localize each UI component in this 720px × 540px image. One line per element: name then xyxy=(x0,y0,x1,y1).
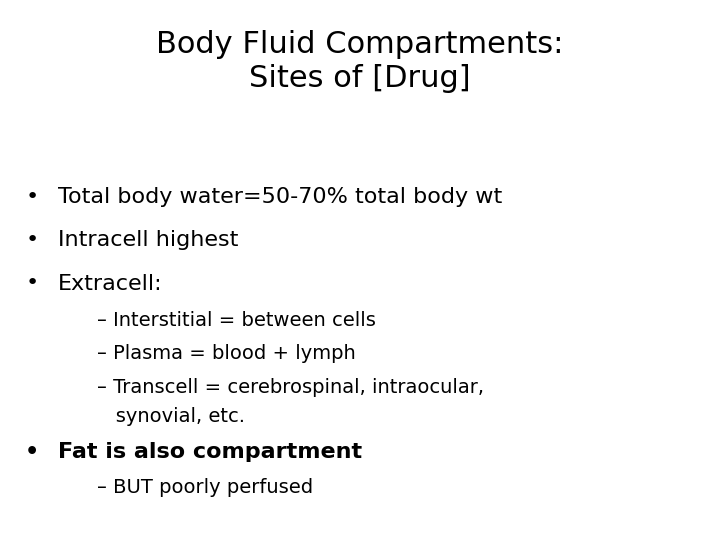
Text: – Interstitial = between cells: – Interstitial = between cells xyxy=(97,310,376,330)
Text: – Plasma = blood + lymph: – Plasma = blood + lymph xyxy=(97,344,356,363)
Text: synovial, etc.: synovial, etc. xyxy=(97,407,246,427)
Text: – Transcell = cerebrospinal, intraocular,: – Transcell = cerebrospinal, intraocular… xyxy=(97,377,484,397)
Text: Extracell:: Extracell: xyxy=(58,273,162,294)
Text: – BUT poorly perfused: – BUT poorly perfused xyxy=(97,478,313,497)
Text: •: • xyxy=(25,442,40,462)
Text: Body Fluid Compartments:
Sites of [Drug]: Body Fluid Compartments: Sites of [Drug] xyxy=(156,30,564,93)
Text: •: • xyxy=(25,187,38,207)
Text: •: • xyxy=(25,273,38,294)
Text: Fat is also compartment: Fat is also compartment xyxy=(58,442,361,462)
Text: Total body water=50-70% total body wt: Total body water=50-70% total body wt xyxy=(58,187,502,207)
Text: Intracell highest: Intracell highest xyxy=(58,230,238,251)
Text: •: • xyxy=(25,230,38,251)
